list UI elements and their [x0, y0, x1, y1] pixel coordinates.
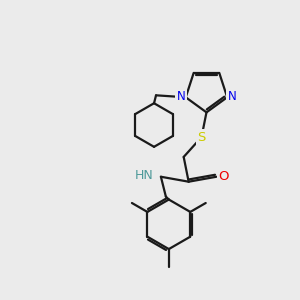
Text: N: N [176, 90, 185, 103]
Text: S: S [197, 130, 206, 144]
Text: N: N [228, 90, 236, 103]
Text: HN: HN [135, 169, 154, 182]
Text: O: O [218, 170, 229, 183]
